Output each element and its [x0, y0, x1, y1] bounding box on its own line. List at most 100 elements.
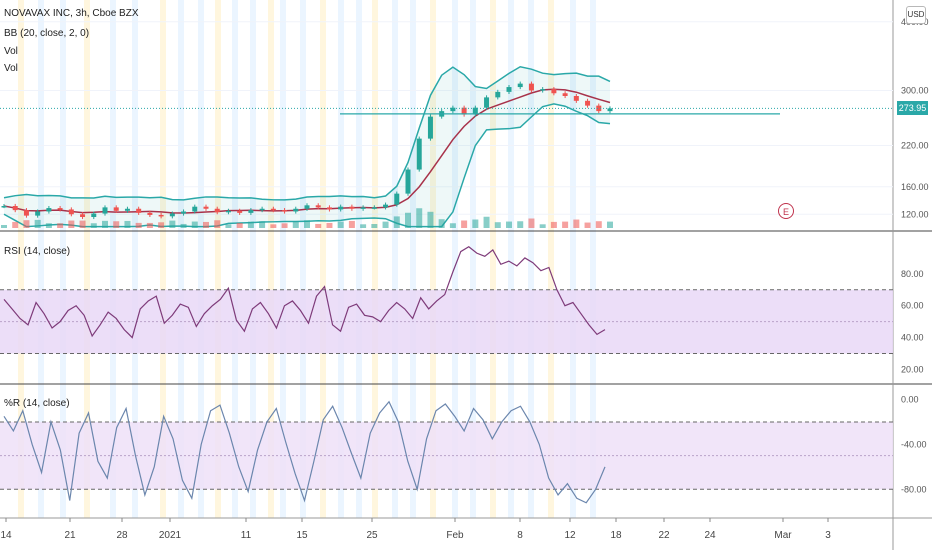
- volume-bar: [270, 224, 277, 228]
- session-stripe: [508, 0, 514, 518]
- volume-bar: [158, 222, 165, 228]
- candle-body: [304, 205, 310, 209]
- time-tick-label: 11: [241, 530, 252, 541]
- candle-body: [540, 89, 546, 91]
- price-tick-label: 300.00: [901, 86, 929, 96]
- session-stripe: [215, 0, 221, 518]
- session-stripe: [110, 0, 116, 518]
- volume-bar: [348, 220, 355, 228]
- candle-body: [394, 193, 400, 205]
- session-stripe: [280, 0, 286, 518]
- session-stripe: [570, 0, 576, 518]
- willr-legend[interactable]: %R (14, close): [4, 398, 70, 409]
- volume-bar: [393, 216, 400, 228]
- vol-legend-1[interactable]: Vol: [4, 46, 18, 57]
- candle-body: [23, 210, 29, 216]
- volume-bar: [539, 224, 546, 228]
- rsi-tick-label: 40.00: [901, 333, 924, 343]
- candle-body: [259, 208, 265, 211]
- volume-bar: [225, 224, 232, 228]
- candle-body: [282, 210, 288, 212]
- candle-body: [12, 206, 18, 211]
- volume-bar: [180, 223, 187, 228]
- bb-upper-line: [3, 65, 611, 201]
- volume-bar: [259, 221, 266, 228]
- candle-body: [562, 93, 568, 96]
- volume-bar: [236, 222, 243, 228]
- volume-bar: [169, 220, 176, 228]
- time-tick-label: 2021: [159, 530, 182, 541]
- session-stripe: [356, 0, 362, 518]
- time-tick-label: 14: [0, 530, 12, 541]
- volume-bar: [68, 220, 75, 228]
- candle-body: [607, 108, 613, 112]
- session-stripe: [38, 0, 44, 518]
- session-stripe: [18, 0, 24, 518]
- volume-bar: [461, 220, 468, 228]
- candle-body: [68, 209, 74, 215]
- volume-bar: [12, 221, 19, 228]
- session-stripe: [430, 0, 436, 518]
- rsi-legend[interactable]: RSI (14, close): [4, 246, 71, 257]
- session-stripe: [132, 0, 138, 518]
- last-price-tag: 273.95: [897, 101, 928, 116]
- session-stripe: [320, 0, 326, 518]
- volume-bar: [449, 223, 456, 228]
- price-tick-label: 220.00: [901, 141, 929, 151]
- volume-bar: [483, 216, 490, 228]
- volume-bar: [494, 222, 501, 228]
- time-tick-label: 25: [366, 530, 378, 541]
- candle-body: [124, 208, 130, 211]
- volume-bar: [292, 221, 299, 228]
- candle-body: [192, 206, 198, 212]
- time-tick-label: 24: [704, 530, 716, 541]
- volume-bar: [405, 212, 411, 228]
- willr-tick-label: 0.00: [901, 394, 919, 404]
- candle-body: [113, 207, 119, 211]
- volume-bar: [506, 221, 512, 228]
- candle-body: [551, 89, 557, 94]
- volume-bar: [573, 219, 580, 228]
- candle-body: [484, 97, 490, 108]
- candle-body: [596, 105, 602, 112]
- volume-bar: [34, 219, 41, 228]
- volume-bar: [45, 223, 52, 228]
- willr-line: [3, 400, 606, 504]
- time-tick-label: 12: [564, 530, 576, 541]
- session-stripe: [548, 0, 554, 518]
- candle-body: [528, 83, 534, 91]
- candle-body: [472, 107, 478, 115]
- time-tick-label: 8: [517, 530, 523, 541]
- session-stripe: [268, 0, 274, 518]
- volume-bar: [113, 221, 120, 228]
- candle-body: [57, 208, 63, 210]
- rsi-tick-label: 60.00: [901, 301, 924, 311]
- candle-body: [293, 208, 299, 212]
- time-tick-label: 22: [658, 530, 670, 541]
- volume-bar: [528, 218, 535, 228]
- session-stripe: [410, 0, 416, 518]
- currency-button[interactable]: USD: [906, 6, 926, 24]
- price-tick-label: 120.00: [901, 209, 929, 219]
- bb-legend[interactable]: BB (20, close, 2, 0): [4, 28, 90, 39]
- earnings-icon[interactable]: E: [778, 203, 794, 219]
- candle-body: [416, 138, 422, 170]
- volume-bar: [304, 220, 310, 228]
- time-tick-label: 21: [64, 530, 76, 541]
- vol-legend-2[interactable]: Vol: [4, 63, 18, 74]
- volume-bar: [562, 221, 569, 228]
- session-stripe: [232, 0, 238, 518]
- volume-bar: [438, 219, 445, 228]
- candle-body: [158, 214, 164, 217]
- candle-body: [248, 210, 254, 213]
- session-stripe: [528, 0, 534, 518]
- session-stripe: [160, 0, 166, 518]
- candle-body: [147, 212, 153, 215]
- candle-body: [237, 210, 243, 213]
- candle-body: [427, 116, 433, 139]
- candle-body: [270, 208, 276, 211]
- candle-body: [225, 210, 231, 213]
- candle-body: [80, 214, 86, 217]
